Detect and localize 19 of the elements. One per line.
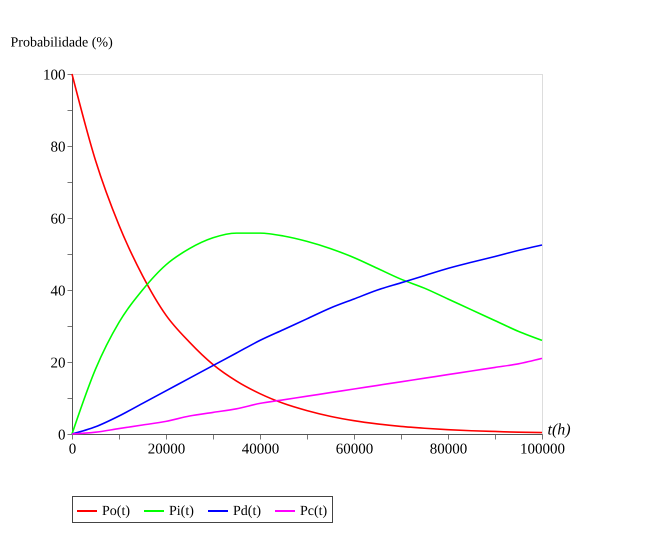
x-tick-label: 80000 bbox=[430, 442, 468, 458]
y-tick-label: 20 bbox=[50, 356, 66, 372]
y-axis-title: Probabilidade (%) bbox=[10, 36, 114, 50]
legend-label: Po(t) bbox=[102, 504, 130, 519]
y-tick-label: 80 bbox=[50, 140, 66, 156]
y-tick-label: 60 bbox=[50, 212, 66, 228]
x-tick-label: 40000 bbox=[242, 442, 280, 458]
y-tick-label: 100 bbox=[43, 68, 66, 84]
y-tick-label: 0 bbox=[58, 428, 66, 444]
x-tick-label: 20000 bbox=[148, 442, 186, 458]
x-tick-label: 60000 bbox=[336, 442, 374, 458]
y-tick-label: 40 bbox=[50, 284, 66, 300]
x-tick-label: 100000 bbox=[520, 442, 565, 458]
legend-label: Pi(t) bbox=[169, 504, 194, 519]
x-tick-label: 0 bbox=[68, 442, 76, 458]
x-axis-title: t(h) bbox=[548, 422, 571, 438]
line-series bbox=[71, 73, 543, 434]
legend-label: Pc(t) bbox=[300, 504, 328, 519]
legend-label: Pd(t) bbox=[233, 504, 262, 519]
